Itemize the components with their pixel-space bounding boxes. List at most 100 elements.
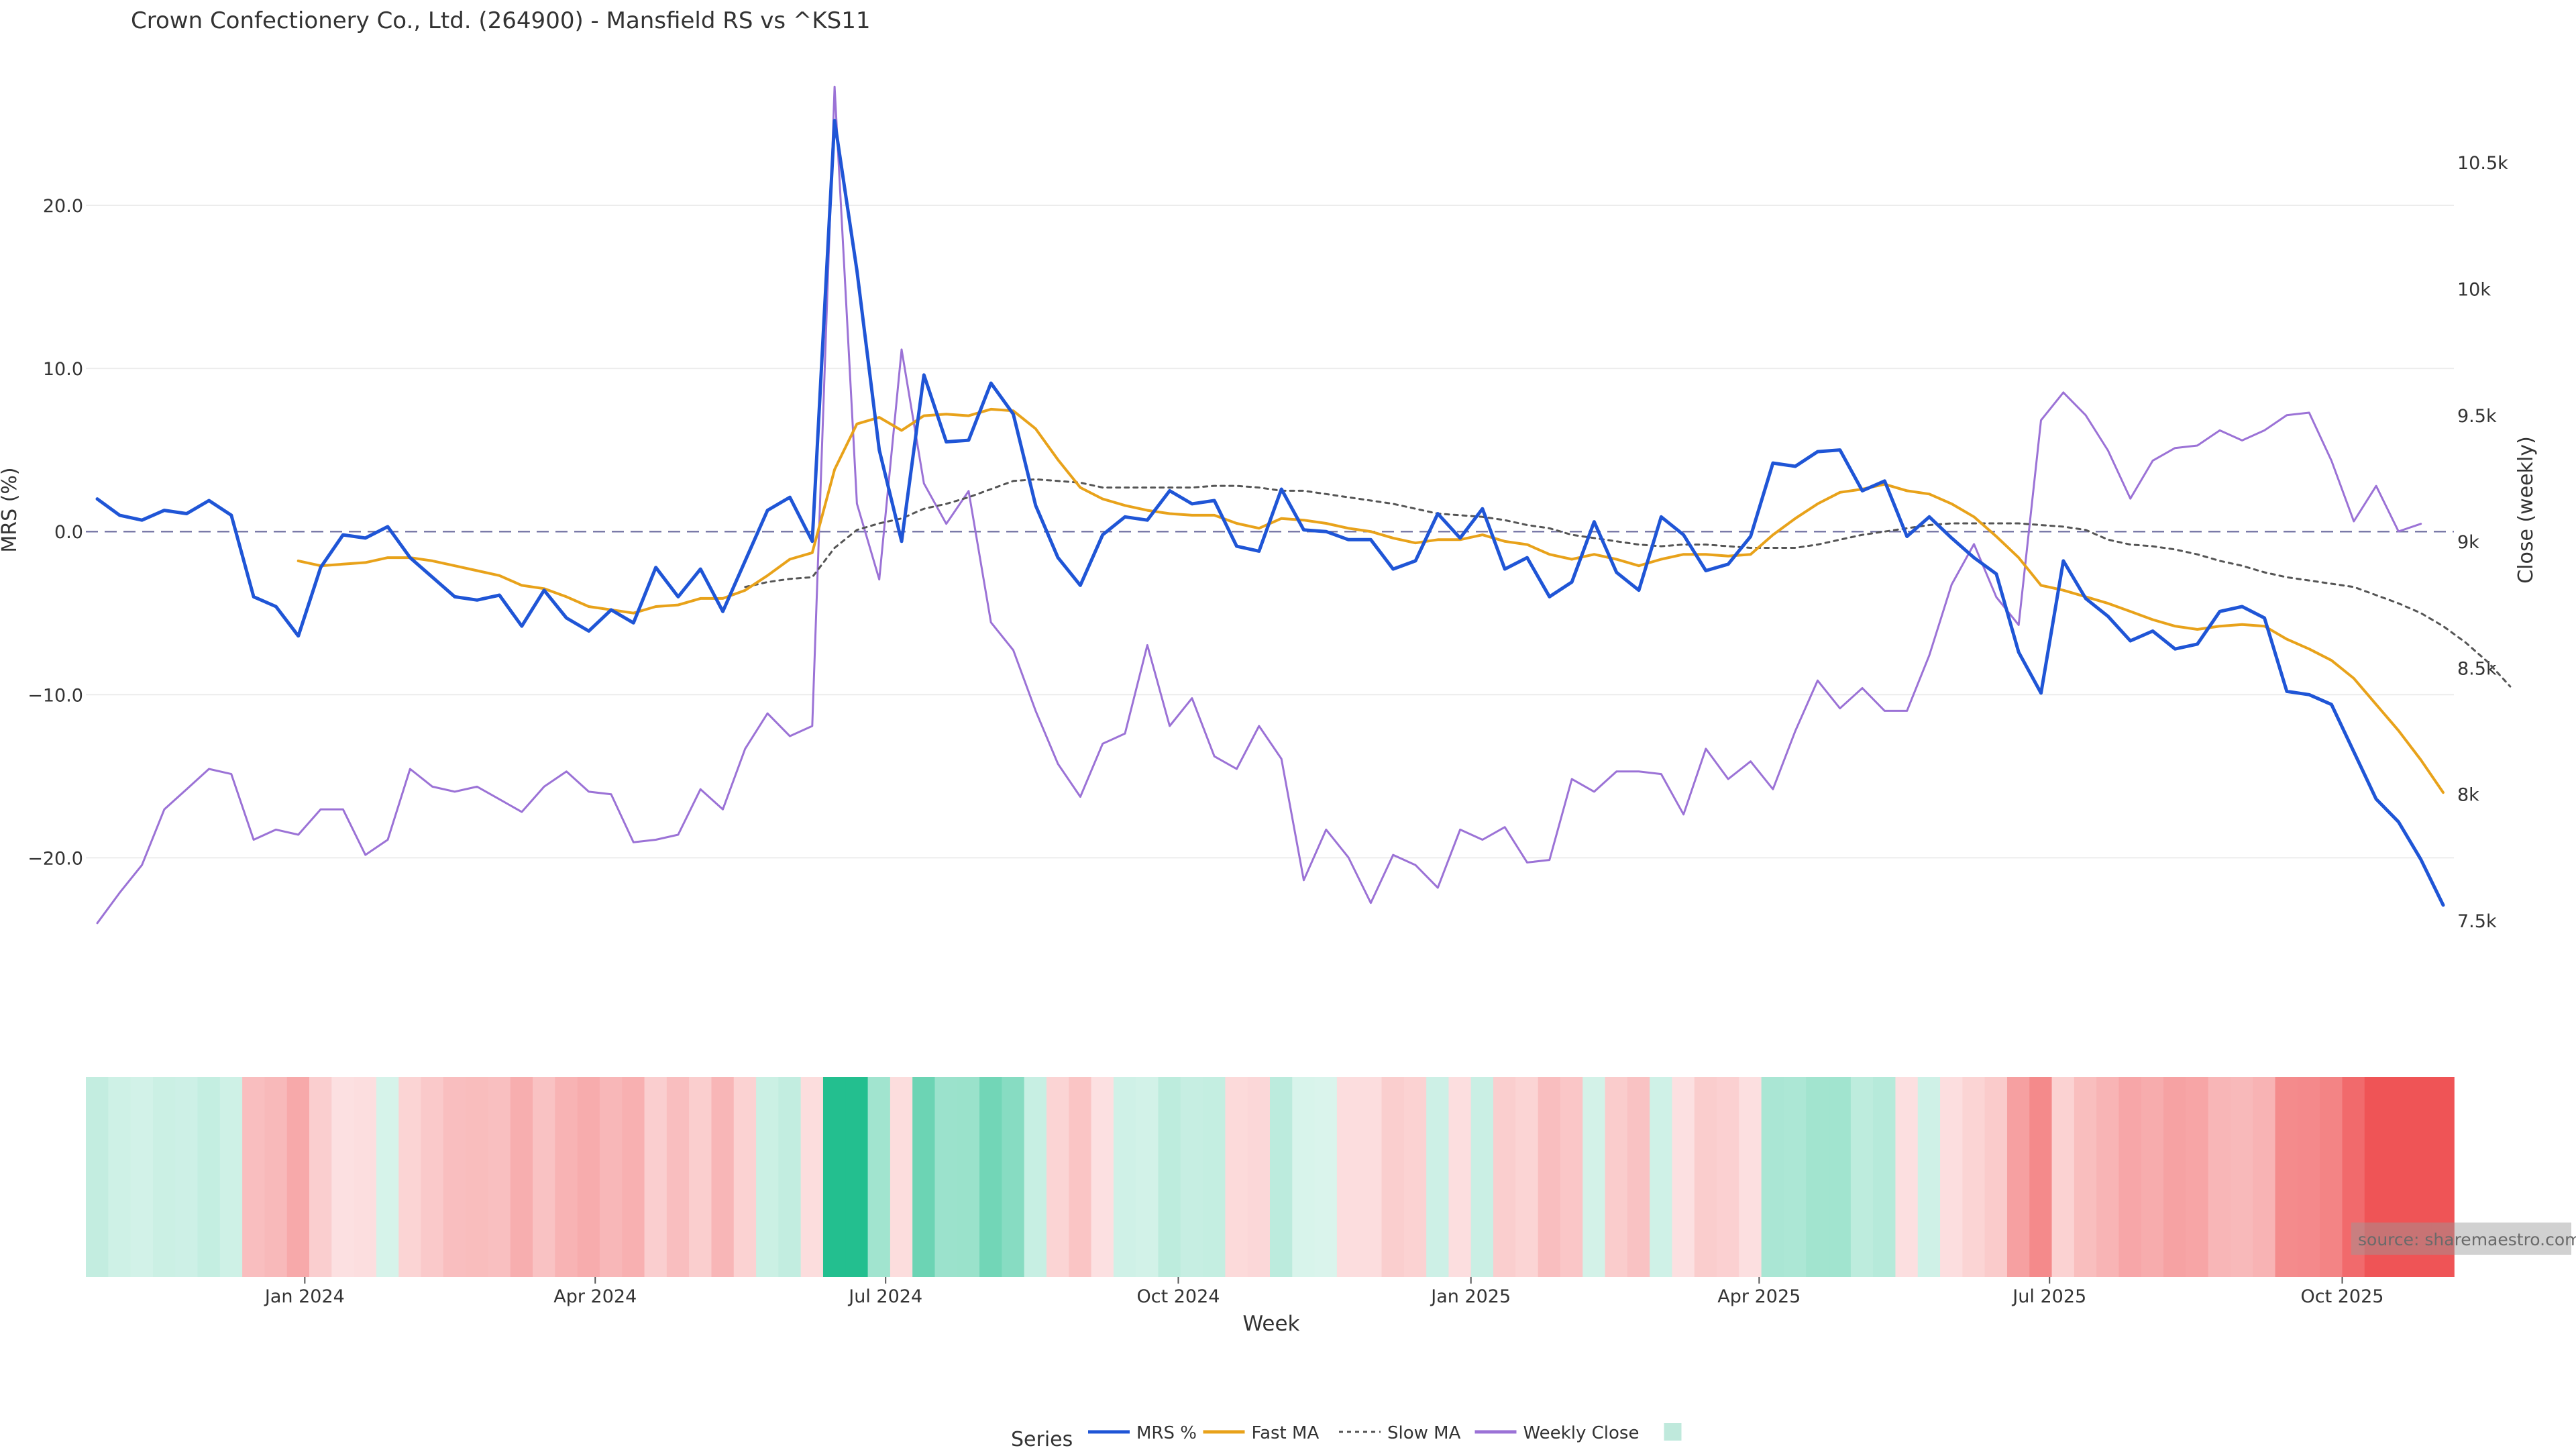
heatmap-cell — [1314, 1077, 1338, 1277]
x-tick-label: Oct 2025 — [2300, 1286, 2383, 1307]
heatmap-cell — [1426, 1077, 1450, 1277]
heatmap-cell — [1180, 1077, 1203, 1277]
heatmap-cell — [1582, 1077, 1606, 1277]
heatmap-cell — [1470, 1077, 1494, 1277]
left-tick-label: −20.0 — [28, 848, 83, 869]
heatmap-cell — [2275, 1077, 2298, 1277]
heatmap-cell — [2253, 1077, 2276, 1277]
heatmap-cell — [1247, 1077, 1271, 1277]
legend-label: MRS % — [1136, 1423, 1197, 1443]
heatmap-cell — [2006, 1077, 2031, 1277]
x-tick-label: Jan 2025 — [1430, 1286, 1511, 1307]
heatmap-cell — [286, 1077, 310, 1277]
heatmap-cell — [1895, 1077, 1919, 1277]
heatmap-cell — [2141, 1077, 2164, 1277]
x-axis: Jan 2024 Apr 2024 Jul 2024 Oct 2024 Jan 2025… — [264, 1277, 2383, 1307]
heatmap-cell — [1850, 1077, 1874, 1277]
heatmap-cell — [845, 1077, 869, 1277]
heatmap-cell — [1336, 1077, 1360, 1277]
heatmap-cell — [1940, 1077, 1964, 1277]
series-line-mrs — [95, 119, 2445, 907]
heatmap-cell — [2208, 1077, 2231, 1277]
y-axis-right-label: Close (weekly) — [2514, 436, 2538, 584]
heatmap-cell — [421, 1077, 444, 1277]
heatmap-cell — [1873, 1077, 1896, 1277]
heatmap-cell — [1002, 1077, 1025, 1277]
heatmap-cell — [2431, 1077, 2455, 1277]
legend-title: Series — [1011, 1428, 1073, 1449]
heatmap-cell — [2074, 1077, 2097, 1277]
heatmap-cell — [510, 1077, 533, 1277]
heatmap-cell — [1493, 1077, 1517, 1277]
legend-swatch — [1664, 1423, 1682, 1441]
heatmap-cell — [130, 1077, 154, 1277]
legend-item-fast-ma[interactable]: Fast MA — [1203, 1423, 1320, 1443]
grid-lines — [86, 205, 2454, 859]
heatmap-cell — [1627, 1077, 1650, 1277]
heatmap-cell — [577, 1077, 600, 1277]
heatmap-cell — [1024, 1077, 1047, 1277]
heatmap-cell — [1917, 1077, 1941, 1277]
heatmap-cell — [1359, 1077, 1383, 1277]
heatmap-cell — [890, 1077, 913, 1277]
heatmap-cell — [1739, 1077, 1762, 1277]
left-tick-label: 0.0 — [54, 522, 83, 543]
series-layer — [95, 85, 2512, 925]
chart-title: Crown Confectionery Co., Ltd. (264900) -… — [131, 7, 871, 34]
right-tick-label: 9.5k — [2457, 406, 2497, 427]
legend-label: Fast MA — [1252, 1423, 1320, 1443]
heatmap-cell — [1717, 1077, 1740, 1277]
legend-item-slow-ma[interactable]: Slow MA — [1339, 1423, 1461, 1443]
legend-item-mrs[interactable]: MRS % — [1088, 1423, 1197, 1443]
heatmap-cell — [108, 1077, 131, 1277]
heatmap-cell — [979, 1077, 1003, 1277]
heatmap-cell — [1203, 1077, 1226, 1277]
heatmap-cell — [86, 1077, 109, 1277]
heatmap-cell — [1381, 1077, 1405, 1277]
heatmap-cell — [2096, 1077, 2120, 1277]
heatmap-cell — [1560, 1077, 1584, 1277]
right-tick-label: 8k — [2457, 785, 2479, 806]
left-tick-label: −10.0 — [28, 685, 83, 706]
legend-item-heatmap-swatch[interactable] — [1664, 1423, 1682, 1441]
heatmap-cell — [555, 1077, 578, 1277]
heatmap-cell — [800, 1077, 824, 1277]
heatmap-cell — [1962, 1077, 1986, 1277]
heatmap-cell — [2409, 1077, 2432, 1277]
heatmap-cell — [733, 1077, 757, 1277]
heatmap-cell — [354, 1077, 377, 1277]
heatmap-cell — [912, 1077, 936, 1277]
heatmap-cell — [934, 1077, 958, 1277]
heatmap-cell — [1158, 1077, 1181, 1277]
legend: Series MRS % Fast MA Slow MA Weekly Close — [1011, 1423, 1682, 1451]
heatmap-cell — [666, 1077, 690, 1277]
x-tick-label: Apr 2025 — [1717, 1286, 1801, 1307]
heatmap-cell — [1270, 1077, 1293, 1277]
y-axis-left-label: MRS (%) — [0, 467, 21, 552]
heatmap-cell — [1806, 1077, 1829, 1277]
heatmap-cell — [331, 1077, 355, 1277]
heatmap-cell — [242, 1077, 266, 1277]
right-tick-label: 7.5k — [2457, 911, 2497, 932]
left-tick-label: 10.0 — [43, 359, 83, 380]
heatmap-cell — [1984, 1077, 2008, 1277]
heatmap-cell — [957, 1077, 980, 1277]
heatmap-cell — [1694, 1077, 1717, 1277]
legend-item-weekly-close[interactable]: Weekly Close — [1474, 1423, 1640, 1443]
heatmap-cell — [309, 1077, 333, 1277]
heatmap-cell — [398, 1077, 422, 1277]
heatmap-cell — [599, 1077, 623, 1277]
heatmap-cell — [2387, 1077, 2410, 1277]
x-tick-label: Oct 2024 — [1136, 1286, 1220, 1307]
heatmap-cell — [1046, 1077, 1070, 1277]
x-tick-label: Jul 2025 — [2011, 1286, 2086, 1307]
heatmap-cell — [1605, 1077, 1628, 1277]
heatmap-cell — [175, 1077, 199, 1277]
heatmap-cell — [2342, 1077, 2365, 1277]
heatmap-cell — [376, 1077, 400, 1277]
heatmap-cell — [2230, 1077, 2254, 1277]
heatmap-cell — [1672, 1077, 1695, 1277]
heatmap-cell — [2364, 1077, 2387, 1277]
heatmap-cell — [1403, 1077, 1427, 1277]
